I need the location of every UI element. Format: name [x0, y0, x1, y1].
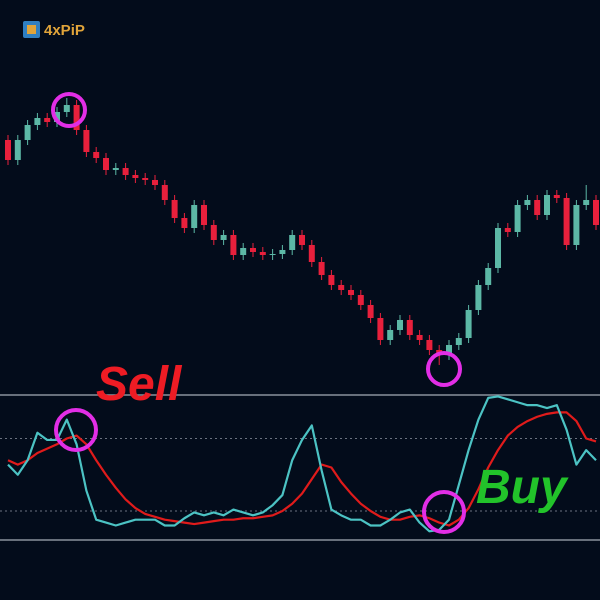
candle-body	[83, 130, 90, 152]
candle-body	[220, 235, 227, 240]
candle-body	[299, 235, 305, 245]
candle-body	[161, 185, 168, 200]
marker-circle	[54, 408, 98, 452]
candle-body	[122, 168, 129, 175]
candle-body	[328, 275, 335, 285]
candle-body	[485, 268, 492, 285]
candle-body	[269, 254, 276, 255]
logo: 4xPiP	[23, 21, 85, 39]
candle-body	[73, 105, 80, 130]
marker-circle	[426, 351, 462, 387]
oscillator-line	[7, 411, 597, 527]
candle-body	[132, 175, 139, 178]
candle-body	[387, 330, 394, 340]
candle-body	[397, 320, 403, 330]
candle-body	[455, 338, 462, 345]
candle-body	[563, 198, 570, 245]
candle-body	[573, 205, 580, 245]
candle-body	[367, 305, 374, 318]
candle-body	[250, 248, 256, 252]
candle-body	[93, 152, 100, 158]
candle-body	[348, 290, 354, 295]
candle-body	[44, 118, 51, 122]
signal-markers	[51, 92, 466, 534]
candle-body	[279, 250, 286, 254]
candle-body	[5, 140, 11, 160]
candle-body	[495, 228, 501, 268]
candle-body	[583, 200, 590, 205]
candle-body	[553, 195, 560, 198]
logo-icon-inner	[27, 25, 36, 34]
candle-body	[308, 245, 315, 262]
candle-body	[406, 320, 413, 335]
buy-label: Buy	[476, 461, 569, 514]
candle-body	[416, 335, 423, 340]
candle-body	[504, 228, 511, 232]
candle-body	[289, 235, 296, 250]
candle-body	[24, 125, 31, 140]
candle-body	[54, 112, 60, 122]
oscillator-line	[7, 395, 597, 533]
candle-body	[103, 158, 109, 170]
candle-body	[34, 118, 41, 125]
candle-body	[230, 235, 237, 255]
candle-body	[465, 310, 472, 338]
candle-body	[181, 218, 188, 228]
logo-text: 4xPiP	[44, 22, 85, 39]
candle-body	[112, 168, 119, 170]
candle-body	[593, 200, 599, 225]
candle-body	[357, 295, 364, 305]
candle-body	[14, 140, 21, 160]
candle-body	[171, 200, 178, 218]
candle-body	[259, 252, 266, 255]
candle-body	[142, 178, 149, 180]
candle-body	[318, 262, 325, 275]
candle-body	[201, 205, 207, 225]
candle-body	[524, 200, 531, 205]
sell-label: Sell	[96, 358, 183, 411]
candle-body	[210, 225, 217, 240]
candle-body	[514, 205, 521, 232]
candle-body	[534, 200, 541, 215]
candle-body	[426, 340, 433, 350]
candle-body	[475, 285, 482, 310]
candle-body	[544, 195, 550, 215]
candle-body	[152, 180, 158, 185]
candle-body	[338, 285, 345, 290]
candle-body	[377, 318, 384, 340]
candle-body	[446, 345, 452, 355]
candle-body	[191, 205, 198, 228]
candle-body	[240, 248, 247, 255]
plot	[0, 98, 600, 541]
marker-circle	[51, 92, 87, 128]
candle-body	[63, 105, 70, 112]
marker-circle	[422, 490, 466, 534]
